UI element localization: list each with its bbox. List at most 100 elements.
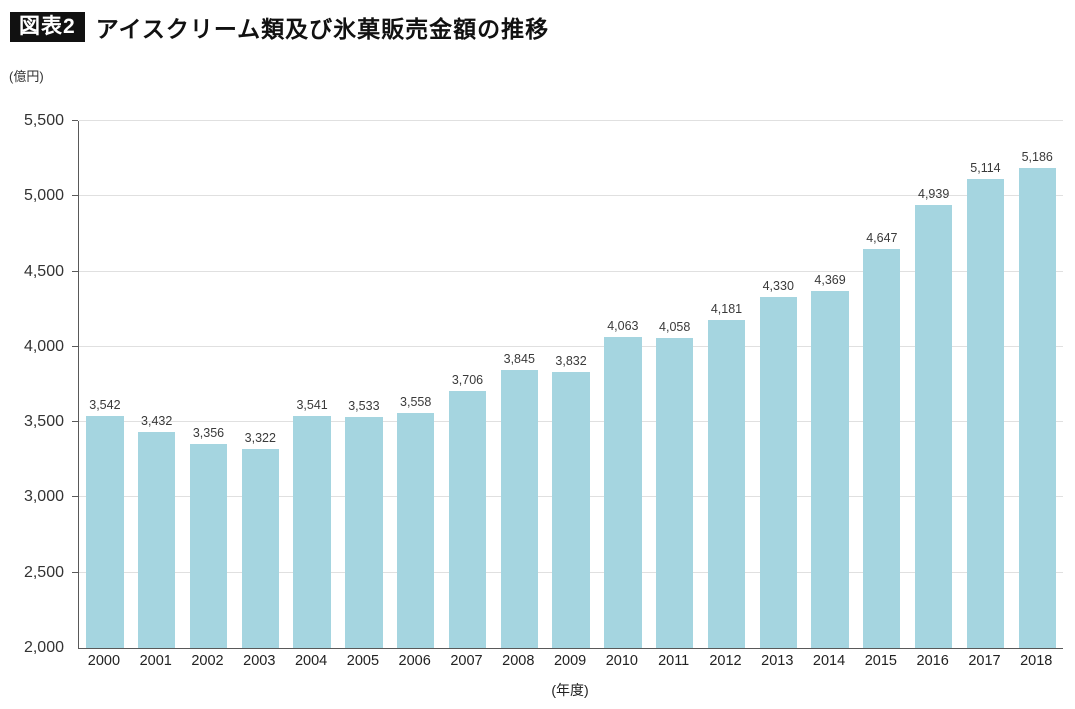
bar-value-label: 5,114: [970, 161, 1001, 176]
y-axis-unit-label: (億円): [9, 69, 44, 84]
bar-slot: 3,706: [442, 121, 494, 648]
chart-header: 図表2 アイスクリーム類及び氷菓販売金額の推移: [10, 10, 549, 44]
bar-slot: 4,647: [856, 121, 908, 648]
x-axis-tick-label: 2003: [243, 653, 276, 669]
bar-slot: 3,541: [286, 121, 338, 648]
plot-area: 3,542 3,432 3,356 3,322 3,541 3,533 3,558 3,706…: [72, 120, 1063, 649]
chart-title: アイスクリーム類及び氷菓販売金額の推移: [95, 16, 550, 42]
bar-series: 3,542 3,432 3,356 3,322 3,541 3,533 3,558 3,706…: [79, 121, 1063, 648]
y-axis-tick-label: 5,500: [23, 112, 64, 129]
x-axis-tick-label: 2016: [916, 653, 949, 669]
y-axis-tick-mark: [72, 345, 78, 347]
bar-slot: 3,322: [234, 121, 286, 648]
bar-value-label: 3,542: [89, 397, 121, 412]
x-axis-tick-label: 2013: [761, 653, 794, 669]
x-axis-title: (年度): [551, 682, 589, 698]
x-axis-tick-label: 2014: [812, 653, 846, 669]
bar: [966, 179, 1005, 648]
bar-value-label: 3,706: [451, 373, 484, 388]
bar-value-label: 3,558: [400, 395, 432, 410]
bar-slot: 4,369: [804, 121, 856, 648]
y-axis-tick-mark: [72, 120, 78, 121]
y-axis-tick-mark: [72, 496, 78, 498]
y-axis-tick-label: 2,500: [23, 563, 64, 581]
x-axis-tick-label: 2000: [87, 653, 121, 669]
y-axis-tick-mark: [72, 571, 78, 573]
x-axis-tick-label: 2018: [1020, 653, 1053, 669]
bar-value-label: 3,322: [244, 430, 276, 445]
x-axis-tick-label: 2004: [294, 653, 328, 669]
bar-slot: 3,558: [390, 121, 442, 648]
bar-value-label: 5,186: [1021, 150, 1053, 165]
bar-value-label: 3,533: [348, 399, 380, 414]
gridline: [79, 120, 1063, 121]
bar-slot: 4,058: [649, 121, 701, 648]
x-axis-tick-label: 2006: [398, 653, 431, 669]
bar-value-label: 3,432: [141, 414, 173, 429]
bar-value-label: 3,845: [503, 352, 535, 367]
figure-number-badge: 図表2: [10, 12, 85, 42]
bar-slot: 3,533: [338, 121, 390, 648]
x-axis-tick-label: 2008: [502, 653, 535, 669]
bar: [759, 297, 797, 648]
bar: [604, 337, 642, 648]
x-axis-tick-label: 2001: [139, 653, 172, 669]
gridline: [79, 195, 1063, 197]
bar: [915, 205, 953, 648]
bar-value-label: 4,330: [762, 279, 794, 294]
bar-slot: 3,832: [545, 121, 597, 648]
bar: [811, 291, 849, 648]
y-axis-tick-mark: [72, 270, 78, 272]
bar-value-label: 3,832: [555, 354, 587, 369]
x-axis-tick-label: 2017: [968, 653, 1001, 669]
x-axis-tick-label: 2005: [346, 653, 380, 669]
bar-value-label: 4,647: [866, 231, 898, 246]
bar-slot: 3,845: [493, 121, 545, 648]
y-axis-tick-mark: [72, 195, 78, 197]
gridline: [79, 270, 1063, 272]
x-axis-tick-label: 2002: [191, 653, 224, 669]
bar-value-label: 3,356: [192, 425, 225, 440]
y-axis-tick-label: 3,500: [23, 413, 64, 431]
bar-value-label: 4,058: [659, 320, 691, 335]
bar-slot: 3,356: [183, 121, 235, 648]
y-axis-labels: 2,000 2,500 3,000 3,500 4,000 4,500 5,000 5,500: [0, 112, 70, 656]
bar: [1018, 168, 1056, 648]
x-axis-tick-label: 2007: [450, 653, 483, 669]
bar: [293, 415, 331, 648]
bar-value-label: 4,369: [814, 273, 846, 288]
y-axis-tick-label: 3,000: [23, 488, 64, 506]
y-axis-tick-label: 5,000: [23, 187, 64, 205]
bar-slot: 3,432: [131, 121, 183, 648]
bar-value-label: 4,939: [918, 187, 950, 202]
x-axis-tick-label: 2010: [605, 653, 638, 669]
bar-slot: 3,542: [79, 121, 131, 648]
bar: [397, 413, 435, 648]
bar: [86, 415, 124, 648]
gridline: [79, 345, 1063, 347]
bar-value-label: 3,541: [296, 397, 328, 412]
bar: [552, 372, 590, 648]
bar-slot: 4,330: [752, 121, 804, 648]
bar-slot: 5,186: [1011, 121, 1063, 648]
bar-slot: 4,939: [908, 121, 960, 648]
bar: [656, 338, 694, 648]
bar-slot: 4,181: [701, 121, 753, 648]
y-axis-tick-mark: [72, 421, 78, 423]
bar: [863, 249, 901, 648]
x-axis-labels: 2000 2001 2002 2003 2004 2005 2006 2007 2008 2009…: [78, 653, 1062, 669]
x-axis-tick-label: 2012: [709, 653, 742, 669]
y-axis-tick-label: 4,500: [23, 262, 64, 280]
y-axis-tick-label: 2,000: [23, 639, 64, 656]
bar: [138, 432, 176, 648]
x-axis-tick-label: 2009: [553, 653, 587, 669]
bar: [707, 319, 746, 648]
x-axis-tick-label: 2015: [864, 653, 897, 669]
bar-slot: 4,063: [597, 121, 649, 648]
x-axis-tick-label: 2011: [658, 653, 690, 669]
bar-slot: 5,114: [960, 121, 1012, 648]
bar-value-label: 4,181: [710, 301, 743, 316]
bar: [189, 443, 228, 648]
y-axis-tick-label: 4,000: [23, 337, 64, 355]
bar: [345, 417, 383, 648]
